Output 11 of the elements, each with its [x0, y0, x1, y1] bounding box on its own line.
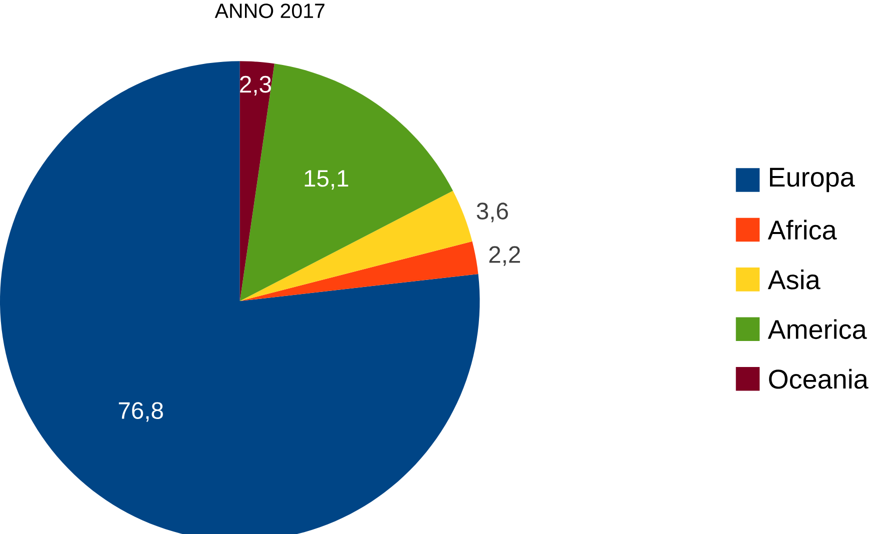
data-label: 3,6: [476, 202, 508, 222]
data-label: 15,1: [304, 170, 348, 190]
chart-title: ANNO 2017: [214, 3, 324, 18]
data-label: 2,2: [489, 246, 520, 266]
legend-label: Africa: [768, 220, 837, 240]
legend-label: Oceania: [769, 368, 868, 389]
legend-label: Europa: [770, 168, 855, 192]
data-label: 76,8: [118, 402, 163, 422]
data-label: 2,3: [240, 76, 271, 96]
legend-label: Asia: [768, 269, 820, 290]
legend-label: America: [768, 319, 867, 339]
